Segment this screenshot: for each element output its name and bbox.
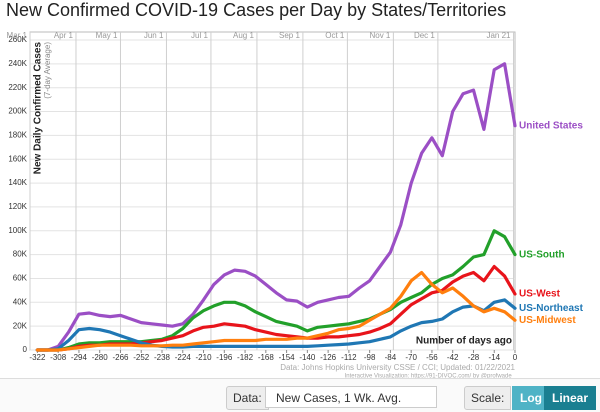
month-label: Jul 1 <box>191 31 208 40</box>
x-tick-label: -280 <box>92 353 109 362</box>
series-end-label: US-Midwest <box>519 315 576 326</box>
x-tick-label: -294 <box>71 353 88 362</box>
x-tick-label: -224 <box>175 353 192 362</box>
y-tick-label: 80K <box>13 250 28 259</box>
x-tick-label: -238 <box>154 353 171 362</box>
month-label: Jun 1 <box>144 31 164 40</box>
y-tick-label: 140K <box>8 178 27 187</box>
log-button[interactable]: Log <box>512 386 550 410</box>
y-tick-label: 260K <box>8 35 27 44</box>
x-tick-label: -112 <box>341 353 357 362</box>
series-end-label: United States <box>519 120 583 131</box>
y-tick-label: 220K <box>8 83 27 92</box>
month-label: Aug 1 <box>233 31 254 40</box>
y-tick-label: 160K <box>8 154 27 163</box>
x-tick-label: -56 <box>426 353 438 362</box>
series-end-label: US-West <box>519 289 561 300</box>
x-tick-label: -196 <box>216 353 233 362</box>
y-axis-label: New Daily Confirmed Cases <box>33 42 44 175</box>
y-tick-label: 120K <box>8 202 27 211</box>
x-axis-label: Number of days ago <box>416 336 512 347</box>
x-tick-label: 0 <box>513 353 518 362</box>
month-label: Dec 1 <box>414 31 435 40</box>
source-note: Data: Johns Hopkins University CSSE / CC… <box>280 363 515 372</box>
x-tick-label: -28 <box>468 353 480 362</box>
x-tick-label: -266 <box>112 353 129 362</box>
chart: 0 20K 40K 60K 80K 100K 120K 140K 160K 180K 200K 220… <box>7 31 584 378</box>
y-tick-label: 60K <box>13 274 28 283</box>
x-tick-label: -182 <box>237 353 254 362</box>
series-end-label: US-South <box>519 249 565 260</box>
credit-note: Interactive Visualization: https://91-DI… <box>345 374 516 378</box>
y-tick-label: 200K <box>8 107 27 116</box>
x-tick-label: -14 <box>488 353 500 362</box>
data-select[interactable]: New Cases, 1 Wk. Avg. <box>265 386 437 408</box>
x-tick-label: -98 <box>364 353 376 362</box>
x-tick-label: -252 <box>133 353 150 362</box>
series-line <box>35 298 517 352</box>
data-label: Data: <box>226 386 269 410</box>
y-tick-label: 20K <box>13 321 28 330</box>
y-tick-label: 240K <box>8 59 27 68</box>
series-line <box>35 270 517 352</box>
page-title: New Confirmed COVID-19 Cases per Day by … <box>6 0 507 20</box>
x-tick-label: -154 <box>279 353 296 362</box>
plot-area <box>29 31 516 351</box>
scale-label: Scale: <box>464 386 512 410</box>
y-tick-label: 40K <box>13 297 28 306</box>
month-label: Oct 1 <box>325 31 345 40</box>
x-tick-label: -70 <box>405 353 417 362</box>
y-tick-label: 0 <box>23 345 28 354</box>
month-label: Mar 1 <box>7 31 28 40</box>
control-bar: Data: New Cases, 1 Wk. Avg. Scale: Log L… <box>0 378 600 412</box>
x-tick-label: -84 <box>385 353 397 362</box>
y-tick-label: 180K <box>8 130 27 139</box>
x-tick-label: -322 <box>29 353 46 362</box>
x-tick-label: -308 <box>50 353 67 362</box>
month-label: May 1 <box>96 31 118 40</box>
linear-button[interactable]: Linear <box>544 386 597 410</box>
x-tick-label: -126 <box>320 353 337 362</box>
x-tick-label: -168 <box>258 353 275 362</box>
month-label: Sep 1 <box>279 31 300 40</box>
x-tick-label: -210 <box>196 353 213 362</box>
month-label: Apr 1 <box>54 31 74 40</box>
month-label: Nov 1 <box>369 31 390 40</box>
y-tick-label: 100K <box>8 226 27 235</box>
series-end-label: US-Northeast <box>519 303 584 314</box>
y-axis-note: (7-day Average) <box>43 42 52 99</box>
x-tick-label: -140 <box>299 353 316 362</box>
month-label: Jan 21 <box>486 31 511 40</box>
series-line <box>35 62 517 352</box>
series-line <box>35 229 517 352</box>
x-tick-label: -42 <box>447 353 459 362</box>
